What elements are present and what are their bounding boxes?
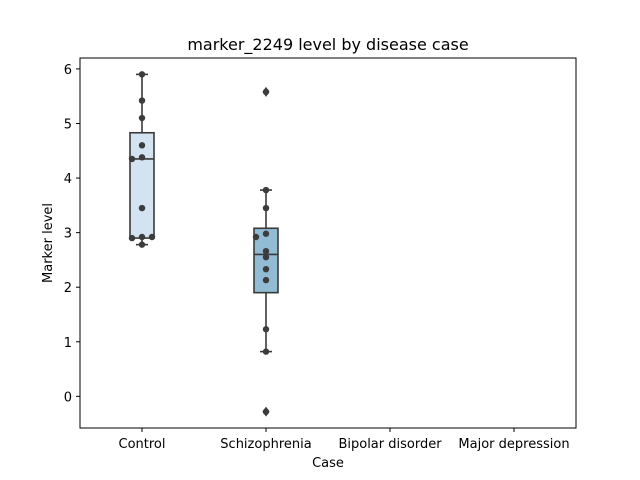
data-point: [148, 233, 156, 241]
chart-title: marker_2249 level by disease case: [187, 35, 468, 55]
y-tick-label: 2: [64, 281, 72, 296]
box-control: [129, 131, 155, 239]
data-point: [262, 326, 270, 333]
data-point: [262, 348, 270, 355]
data-point: [262, 265, 270, 273]
y-tick-label: 6: [64, 63, 72, 78]
plot-frame: [79, 57, 577, 429]
y-tick-label: 0: [64, 390, 72, 405]
data-point: [128, 234, 136, 242]
x-tick-label: Schizophrenia: [220, 437, 311, 452]
y-tick-label: 4: [64, 172, 72, 187]
x-tick-label: Control: [119, 437, 166, 452]
data-point: [138, 71, 146, 78]
y-tick-label: 1: [64, 336, 72, 351]
data-point: [138, 233, 146, 241]
x-axis-label: Case: [312, 456, 344, 471]
x-tick-label: Major depression: [458, 437, 569, 452]
data-point: [262, 204, 270, 212]
y-tick-label: 3: [64, 227, 72, 242]
data-point: [262, 408, 270, 415]
data-point: [262, 88, 270, 96]
data-point: [128, 155, 136, 163]
data-point: [138, 204, 146, 212]
y-tick-label: 5: [64, 117, 72, 132]
data-point: [138, 154, 146, 161]
data-point: [262, 247, 270, 255]
data-point: [138, 97, 146, 104]
x-tick-label: Bipolar disorder: [338, 437, 442, 452]
plot-area: [128, 71, 279, 417]
y-axis: 0 1 2 3 4 5 6: [64, 63, 80, 405]
data-point: [138, 114, 146, 122]
y-axis-label: Marker level: [41, 203, 56, 283]
data-point: [252, 233, 260, 241]
data-point: [262, 230, 270, 237]
data-point: [262, 253, 270, 261]
data-point: [262, 276, 270, 284]
data-point: [138, 142, 146, 149]
data-point: [138, 241, 146, 248]
x-axis: Control Schizophrenia Bipolar disorder Majo…: [119, 428, 570, 452]
data-point: [262, 186, 270, 194]
